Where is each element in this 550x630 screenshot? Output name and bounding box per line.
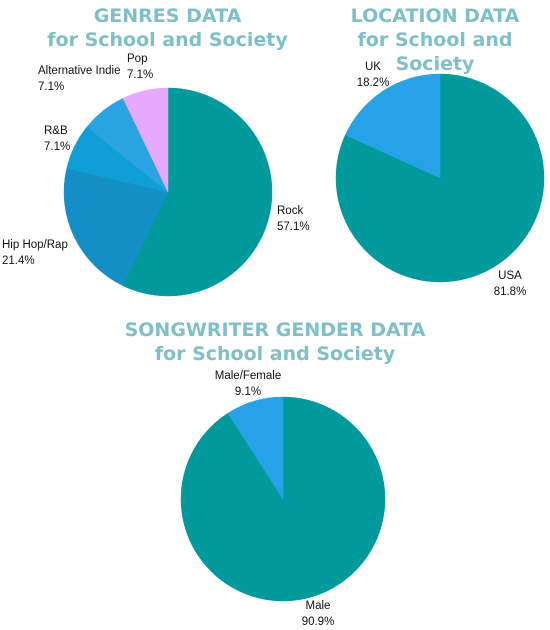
slice-label-name: USA bbox=[498, 270, 522, 282]
pie-slice-pop bbox=[122, 87, 169, 193]
slice-label-name: Male/Female bbox=[215, 370, 281, 382]
slice-label-percent: 21.4% bbox=[2, 255, 35, 267]
slice-label-name: R&B bbox=[44, 125, 68, 137]
slice-label-r-b: R&B 7.1% bbox=[44, 125, 70, 153]
slice-label-percent: 7.1% bbox=[38, 81, 64, 93]
slice-label-percent: 7.1% bbox=[127, 69, 153, 81]
slice-label-male: Male 90.9% bbox=[302, 600, 335, 628]
slice-label-rock: Rock 57.1% bbox=[277, 205, 310, 233]
slice-label-uk: UK 18.2% bbox=[357, 61, 390, 89]
genres-chart: GENRES DATA for School and Society Rock 5… bbox=[0, 0, 335, 310]
location-title-line: LOCATION DATA bbox=[350, 5, 520, 27]
gender-title-line: SONGWRITER GENDER DATA bbox=[124, 319, 426, 341]
location-subtitle-line: for School and Society bbox=[357, 29, 513, 75]
slice-label-percent: 9.1% bbox=[235, 386, 261, 398]
slice-label-percent: 7.1% bbox=[44, 141, 70, 153]
pie-slice-usa bbox=[335, 73, 545, 283]
pie-slice-uk bbox=[345, 73, 441, 179]
slice-label-name: Pop bbox=[127, 53, 147, 65]
slice-label-usa: USA 81.8% bbox=[494, 270, 527, 298]
genres-subtitle-line: for School and Society bbox=[47, 29, 288, 51]
slice-label-alternative-indie: Alternative Indie 7.1% bbox=[38, 65, 120, 93]
location-pie: USA 81.8% UK 18.2% bbox=[335, 61, 545, 298]
genres-pie: Rock 57.1%Hip Hop/Rap 21.4%R&B 7.1%Alternat… bbox=[2, 53, 310, 297]
slice-label-percent: 81.8% bbox=[494, 286, 527, 298]
gender-chart-title: SONGWRITER GENDER DATA for School and So… bbox=[0, 318, 550, 366]
slice-label-hip-hop-rap: Hip Hop/Rap 21.4% bbox=[2, 239, 68, 267]
genres-chart-title: GENRES DATA for School and Society bbox=[0, 4, 335, 52]
slice-label-percent: 57.1% bbox=[277, 221, 310, 233]
slice-label-male-female: Male/Female 9.1% bbox=[215, 370, 281, 398]
gender-pie: Male 90.9% Male/Female 9.1% bbox=[180, 370, 386, 628]
pie-slice-rock bbox=[122, 87, 273, 297]
location-chart: LOCATION DATA for School and Society USA… bbox=[320, 0, 550, 310]
pie-slice-hip-hop-rap bbox=[63, 168, 169, 286]
pie-slice-male bbox=[180, 396, 386, 602]
slice-label-percent: 90.9% bbox=[302, 616, 335, 628]
slice-label-name: UK bbox=[365, 61, 381, 73]
slice-label-name: Rock bbox=[277, 205, 303, 217]
slice-label-name: Alternative Indie bbox=[38, 65, 120, 77]
slice-label-name: Male bbox=[306, 600, 331, 612]
slice-label-pop: Pop 7.1% bbox=[127, 53, 153, 81]
slice-label-name: Hip Hop/Rap bbox=[2, 239, 68, 251]
gender-subtitle-line: for School and Society bbox=[154, 343, 396, 365]
gender-chart: SONGWRITER GENDER DATA for School and So… bbox=[0, 315, 550, 630]
genres-title-line: GENRES DATA bbox=[93, 5, 242, 27]
location-chart-title: LOCATION DATA for School and Society bbox=[320, 4, 550, 76]
pie-slice-male-female bbox=[227, 396, 284, 500]
slice-label-percent: 18.2% bbox=[357, 77, 390, 89]
